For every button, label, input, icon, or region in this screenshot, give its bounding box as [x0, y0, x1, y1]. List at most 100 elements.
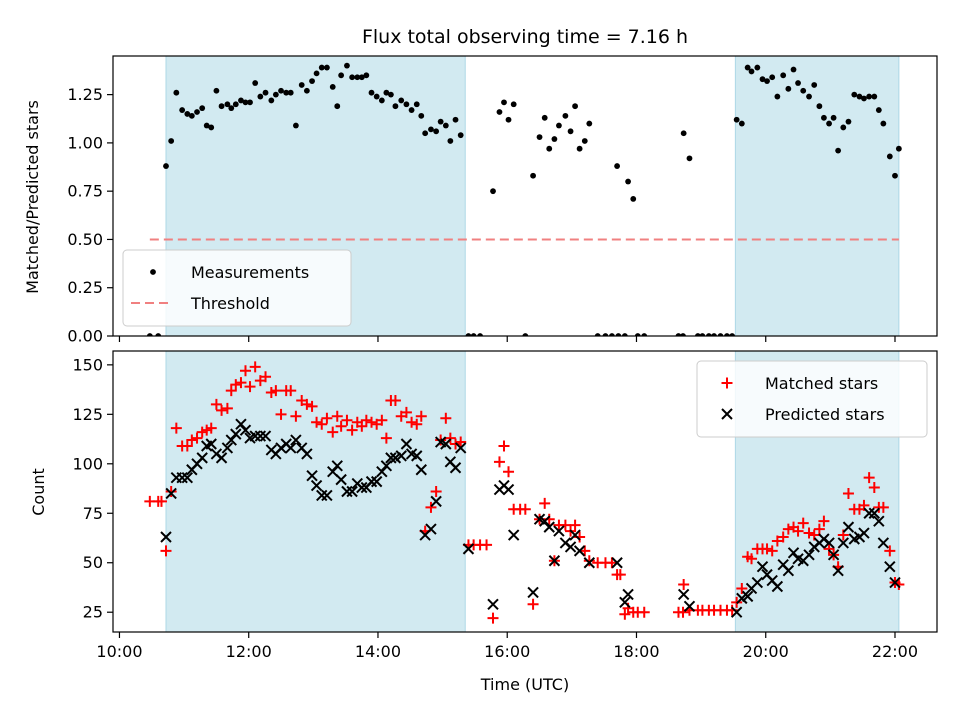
predicted-star-marker: [415, 464, 427, 476]
measurement-point: [257, 93, 264, 100]
measurement-point: [272, 91, 279, 98]
matched-star-marker: [356, 420, 368, 432]
legend-plus-marker: [721, 377, 733, 389]
measurement-point: [287, 89, 294, 96]
measurement-point: [313, 70, 320, 77]
predicted-star-marker: [832, 564, 844, 577]
x-tick-label: 16:00: [484, 642, 530, 661]
y-tick-label: 0.00: [67, 327, 103, 346]
matched-star-marker: [366, 416, 378, 428]
matched-star-marker: [455, 436, 467, 448]
measurement-point: [614, 163, 620, 169]
x-tick-label: 14:00: [355, 642, 401, 661]
y-tick-label: 75: [83, 504, 103, 523]
predicted-star-marker: [573, 545, 586, 557]
measurement-point: [800, 87, 807, 94]
matched-star-marker: [583, 555, 595, 567]
measurement-point: [452, 116, 459, 123]
measurement-point: [567, 128, 574, 135]
matched-star-marker: [239, 365, 251, 377]
count-y-axis-title: Count: [29, 468, 48, 516]
measurement-point: [594, 333, 601, 336]
matched-star-marker: [527, 598, 539, 610]
predicted-star-marker: [341, 485, 353, 498]
matched-star-marker: [884, 545, 896, 557]
measurement-point: [886, 153, 893, 160]
measurement-point: [880, 120, 887, 127]
measurement-point: [408, 107, 415, 113]
matched-star-marker: [444, 432, 456, 444]
measurement-point: [759, 76, 766, 83]
x-tick-label: 12:00: [226, 642, 272, 661]
matched-star-marker: [487, 612, 499, 624]
matched-star-marker: [225, 385, 237, 397]
matched-star-marker: [205, 422, 217, 434]
predicted-star-marker: [564, 541, 577, 553]
predicted-star-marker: [873, 515, 885, 527]
predicted-star-marker: [827, 549, 840, 561]
matched-star-marker: [746, 553, 758, 565]
predicted-star-marker: [346, 485, 358, 498]
predicted-star-marker: [321, 489, 333, 502]
data-layer: [146, 62, 902, 336]
matched-star-marker: [411, 418, 423, 430]
measurement-point: [363, 72, 370, 79]
measurement-point: [354, 74, 361, 81]
matched-star-marker: [331, 410, 343, 422]
matched-star-marker: [221, 402, 233, 414]
y-tick-label: 1.25: [67, 85, 103, 104]
predicted-star-marker: [842, 521, 855, 533]
measurement-point: [428, 126, 434, 133]
matched-star-marker: [503, 466, 515, 478]
measurement-point: [866, 93, 873, 100]
measurement-point: [510, 101, 517, 108]
measurement-point: [373, 93, 380, 100]
measurement-point: [816, 103, 823, 110]
predicted-star-marker: [440, 438, 452, 450]
predicted-star-marker: [176, 471, 188, 484]
predicted-star-marker: [677, 588, 690, 601]
predicted-star-marker: [380, 460, 393, 472]
predicted-star-marker: [751, 576, 764, 589]
observing-window-span: [165, 350, 466, 633]
matched-star-marker: [481, 539, 493, 551]
matched-star-marker: [771, 535, 783, 547]
measurement-point: [184, 111, 191, 117]
measurement-point: [634, 333, 641, 336]
legend-label: Predicted stars: [765, 405, 885, 424]
matched-star-marker: [275, 408, 287, 420]
measurement-point: [203, 122, 210, 129]
matched-star-marker: [380, 432, 392, 444]
predicted-star-marker: [160, 531, 172, 543]
measurement-point: [811, 82, 818, 88]
matched-star-marker: [160, 545, 172, 557]
measurement-point: [641, 333, 648, 336]
measurement-point: [224, 101, 231, 108]
predicted-star-marker: [306, 469, 318, 482]
predicted-star-marker: [370, 475, 383, 488]
predicted-star-marker: [889, 576, 901, 589]
matched-star-marker: [181, 440, 193, 452]
measurement-point: [168, 138, 175, 144]
matched-star-marker: [766, 545, 778, 557]
predicted-star-marker: [395, 450, 407, 462]
measurement-point: [625, 178, 631, 185]
matched-star-marker: [415, 410, 427, 422]
measurement-point: [358, 74, 365, 81]
measurement-point: [283, 89, 290, 96]
matched-star-marker: [893, 579, 905, 591]
predicted-star-marker: [411, 450, 423, 462]
predicted-star-marker: [254, 430, 267, 442]
measurement-point: [262, 89, 269, 96]
measurement-point: [433, 128, 440, 135]
measurement-point: [318, 64, 325, 71]
matched-star-marker: [321, 412, 333, 424]
matched-star-marker: [606, 557, 618, 569]
matched-star-marker: [813, 523, 825, 535]
predicted-star-marker: [548, 555, 561, 567]
measurement-point: [309, 78, 315, 85]
matched-star-marker: [842, 487, 854, 499]
measurement-point: [572, 103, 578, 110]
predicted-star-marker: [611, 557, 623, 569]
matched-star-marker: [777, 531, 789, 543]
